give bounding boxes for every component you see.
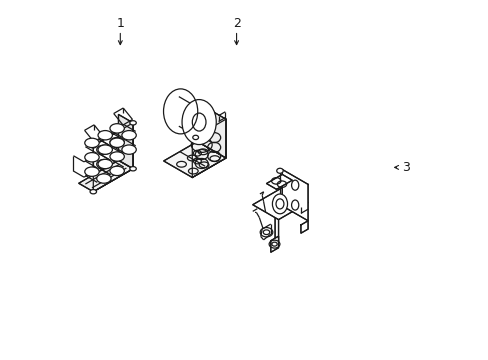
Ellipse shape: [98, 159, 112, 169]
Polygon shape: [252, 188, 307, 220]
Ellipse shape: [97, 145, 111, 154]
Ellipse shape: [110, 166, 124, 176]
Ellipse shape: [129, 121, 136, 125]
Polygon shape: [163, 141, 225, 177]
Polygon shape: [93, 123, 133, 192]
Text: 2: 2: [232, 17, 240, 30]
Polygon shape: [79, 160, 133, 192]
Ellipse shape: [129, 167, 136, 171]
Polygon shape: [270, 236, 278, 252]
Ellipse shape: [97, 159, 111, 169]
Ellipse shape: [98, 131, 112, 140]
Ellipse shape: [110, 138, 124, 147]
Text: 3: 3: [401, 161, 409, 174]
Ellipse shape: [272, 194, 287, 214]
Ellipse shape: [276, 168, 283, 173]
Ellipse shape: [84, 138, 99, 148]
Ellipse shape: [84, 153, 99, 162]
Polygon shape: [266, 175, 292, 189]
Polygon shape: [282, 170, 307, 221]
Polygon shape: [275, 201, 278, 243]
Ellipse shape: [84, 167, 99, 176]
Ellipse shape: [182, 100, 216, 145]
Ellipse shape: [110, 138, 124, 148]
Ellipse shape: [110, 124, 124, 133]
Polygon shape: [197, 103, 225, 158]
Ellipse shape: [110, 152, 124, 161]
Ellipse shape: [97, 174, 111, 183]
Polygon shape: [118, 114, 133, 169]
Text: 1: 1: [116, 17, 124, 30]
Ellipse shape: [192, 135, 198, 140]
Ellipse shape: [98, 145, 112, 154]
Polygon shape: [300, 221, 307, 233]
Ellipse shape: [122, 131, 136, 140]
Ellipse shape: [90, 189, 96, 194]
Ellipse shape: [90, 144, 96, 148]
Ellipse shape: [122, 145, 136, 154]
Polygon shape: [192, 119, 225, 177]
